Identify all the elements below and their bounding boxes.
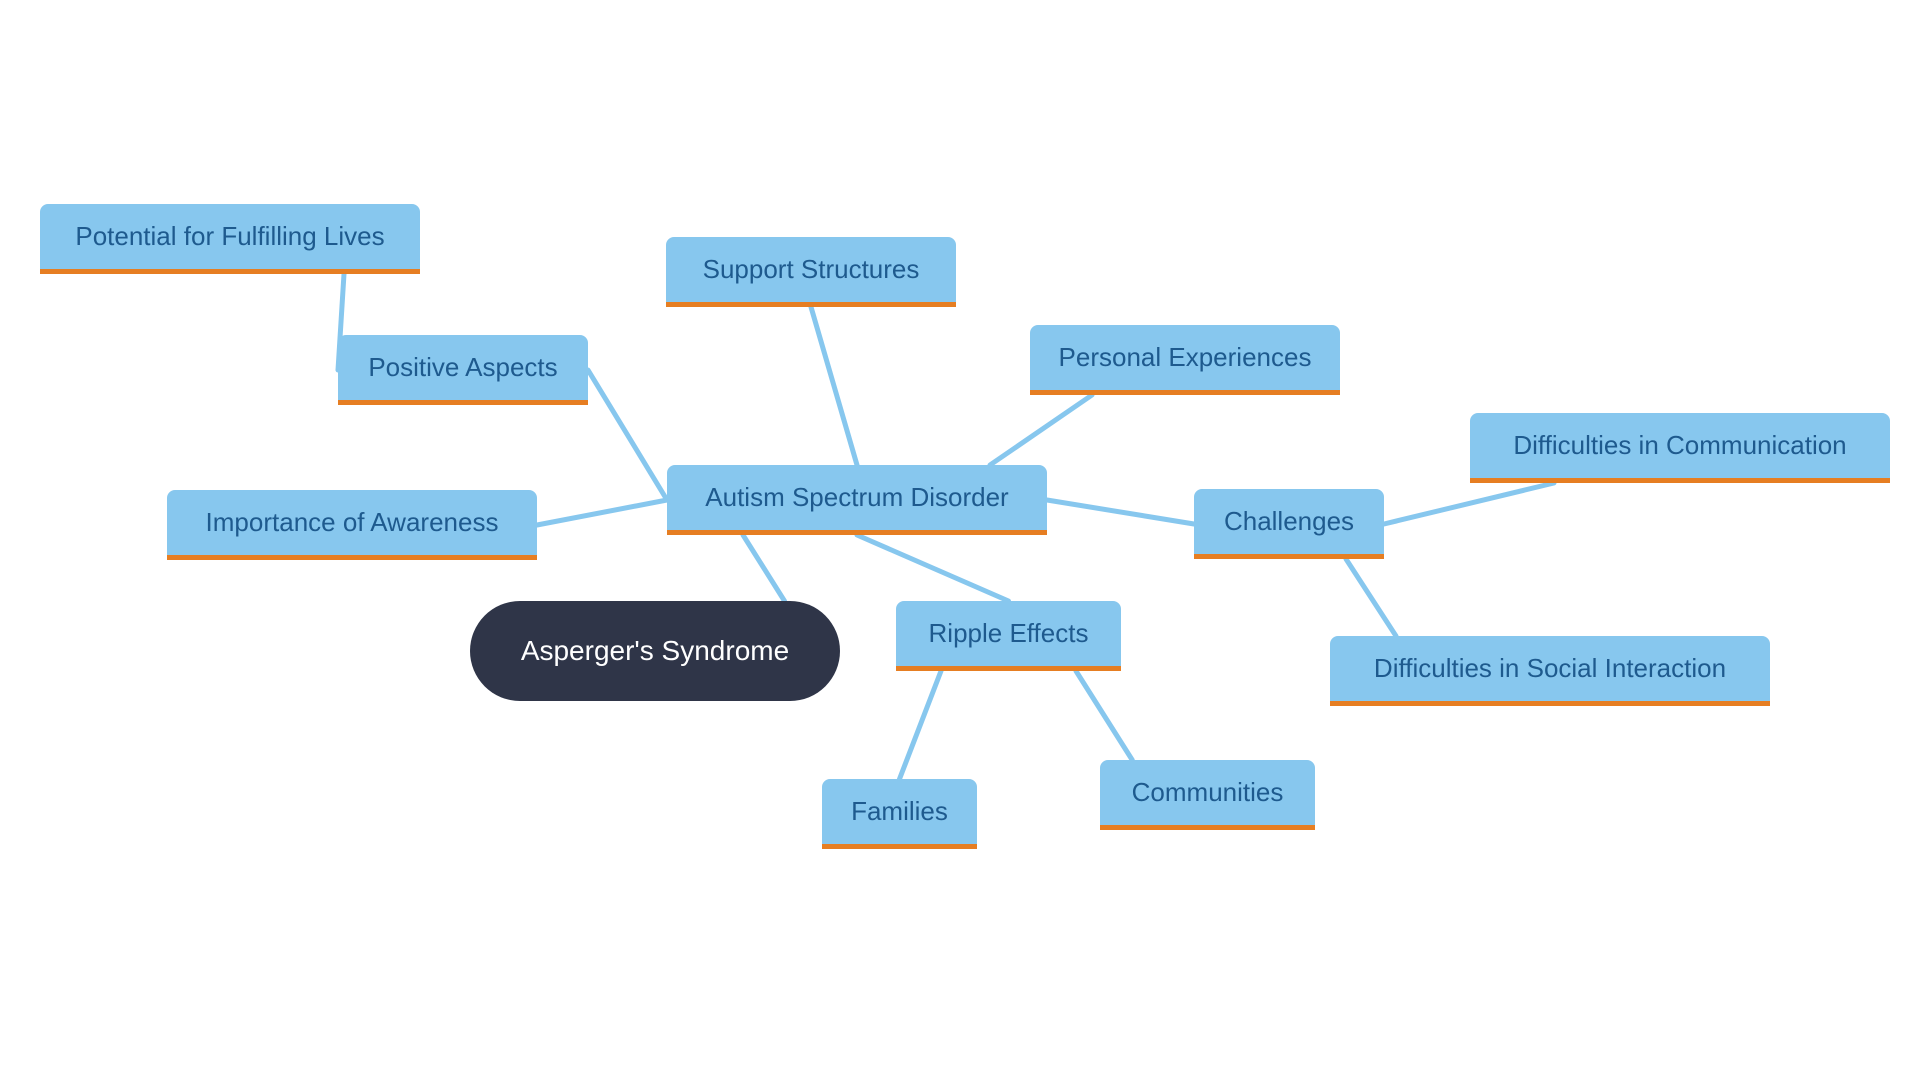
node-awareness: Importance of Awareness xyxy=(167,490,537,560)
edge-challenges-social xyxy=(1346,559,1396,636)
edge-asd-challenges xyxy=(1047,500,1194,524)
node-families: Families xyxy=(822,779,977,849)
node-label: Communities xyxy=(1132,777,1284,808)
edge-ripple-families xyxy=(900,671,942,779)
edge-asd-awareness xyxy=(537,500,667,525)
edge-asd-asperger xyxy=(743,535,785,601)
node-label: Potential for Fulfilling Lives xyxy=(75,221,384,252)
edge-ripple-communities xyxy=(1076,671,1132,760)
edge-asd-personal xyxy=(990,395,1092,465)
edge-asd-positive xyxy=(588,370,667,500)
node-challenges: Challenges xyxy=(1194,489,1384,559)
node-asperger: Asperger's Syndrome xyxy=(470,601,840,701)
node-label: Asperger's Syndrome xyxy=(521,635,789,667)
node-comm: Difficulties in Communication xyxy=(1470,413,1890,483)
node-label: Positive Aspects xyxy=(368,352,557,383)
edge-asd-support xyxy=(811,307,857,465)
node-positive: Positive Aspects xyxy=(338,335,588,405)
edge-asd-ripple xyxy=(857,535,1009,601)
node-support: Support Structures xyxy=(666,237,956,307)
node-label: Difficulties in Communication xyxy=(1513,430,1846,461)
node-label: Personal Experiences xyxy=(1059,342,1312,373)
node-ripple: Ripple Effects xyxy=(896,601,1121,671)
node-communities: Communities xyxy=(1100,760,1315,830)
node-label: Support Structures xyxy=(703,254,920,285)
node-label: Ripple Effects xyxy=(929,618,1089,649)
node-label: Autism Spectrum Disorder xyxy=(705,482,1008,513)
node-fulfilling: Potential for Fulfilling Lives xyxy=(40,204,420,274)
node-personal: Personal Experiences xyxy=(1030,325,1340,395)
node-label: Importance of Awareness xyxy=(206,507,499,538)
edge-challenges-comm xyxy=(1384,483,1554,524)
node-label: Challenges xyxy=(1224,506,1354,537)
node-label: Difficulties in Social Interaction xyxy=(1374,653,1726,684)
node-social: Difficulties in Social Interaction xyxy=(1330,636,1770,706)
node-asd: Autism Spectrum Disorder xyxy=(667,465,1047,535)
diagram-canvas: Autism Spectrum Disorder Potential for Fu… xyxy=(0,0,1920,1080)
node-label: Families xyxy=(851,796,948,827)
